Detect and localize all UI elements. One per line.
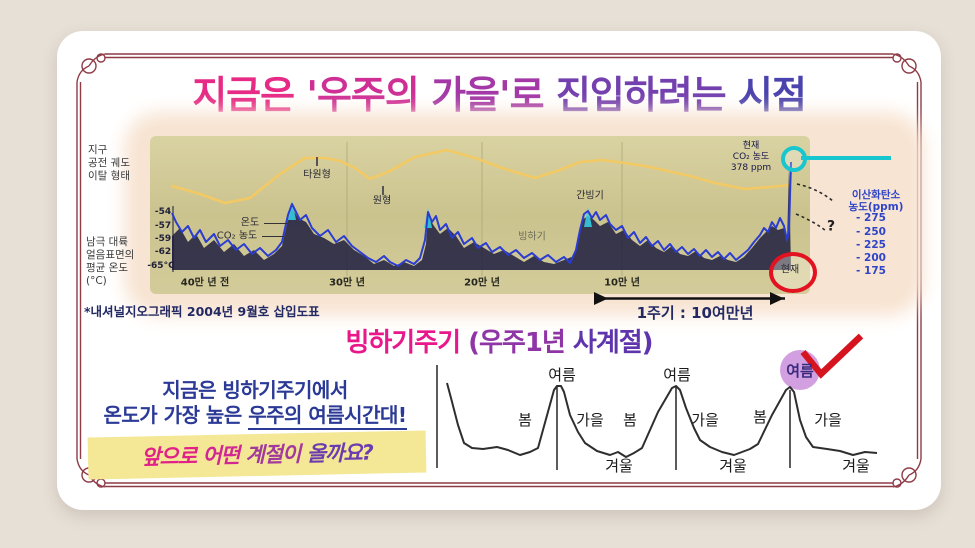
peak-highlight-cap (288, 200, 296, 220)
temp-axis-tick: -54 (154, 207, 172, 218)
current-co2-pointer-line (801, 156, 891, 160)
chart-annotation: 타원형 (303, 169, 331, 181)
season-label: 봄 (623, 410, 637, 429)
season-label: 여름 (548, 365, 576, 384)
co2-axis-tick: - 250 (856, 226, 886, 239)
peak-highlight-cap (584, 207, 592, 227)
current-co2-label: 현재 CO₂ 농도 378 ppm (730, 141, 772, 173)
annotation-leader-line (262, 235, 284, 237)
season-label: 겨울 (842, 456, 870, 475)
now-highlight-circle (769, 252, 817, 293)
season-label: 여름 (663, 365, 691, 384)
season-label: 가을 (576, 410, 604, 429)
season-cycle-line (446, 382, 878, 458)
title-word: '우주의 (294, 73, 420, 117)
message-line-2-underlined: 우주의 여름시간대! (248, 403, 407, 430)
chart-annotation: 온도 (240, 217, 260, 229)
cycle-arrow (594, 292, 785, 305)
season-label: 겨울 (719, 456, 747, 475)
title-word: 지금은 (192, 73, 295, 117)
season-label: 봄 (753, 407, 767, 426)
question-word: 계절이 (238, 442, 301, 468)
subtitle-word: 빙하기주기 (345, 328, 461, 358)
chart-annotation: 원형 (372, 195, 392, 207)
message-line-2-plain: 온도가 가장 높은 (103, 403, 249, 427)
projection-dashed-arcs (795, 183, 835, 232)
season-label: 여름 (786, 361, 814, 380)
co2-axis-tick: - 275 (856, 212, 886, 225)
season-label: 가을 (691, 410, 719, 429)
cycle-length-label: 1주기 : 10여만년 (636, 303, 754, 322)
section-subtitle: 빙하기주기 (우주1년 사계절) (57, 322, 941, 359)
title-word: 시점 (725, 73, 807, 117)
red-check-mark (800, 333, 864, 379)
title-word: 가을'로 (418, 73, 545, 117)
message-line-2: 온도가 가장 높은 우주의 여름시간대! (70, 399, 440, 430)
temperature-line (171, 161, 792, 267)
x-axis-tick: 30만 년 (329, 277, 365, 289)
co2-area-fill (172, 168, 791, 270)
x-axis-tick: 10만 년 (604, 277, 640, 289)
annotation-tick (316, 157, 318, 166)
temp-axis-tick: -62 (154, 247, 172, 258)
chart-annotation: ? (826, 218, 836, 235)
x-axis-tick: 40만 년 전 (180, 277, 230, 289)
temp-axis-tick: -57 (154, 221, 172, 232)
chart-annotation: CO₂ 농도 (216, 230, 258, 242)
annotation-leader-line (264, 222, 288, 224)
orbit-axis-label: 지구 공전 궤도 이탈 형태 (88, 144, 130, 183)
temp-axis-tick: -59 (154, 234, 172, 245)
temp-axis-tick: -65°C (147, 261, 175, 272)
message-line-1: 지금은 빙하기주기에서 (162, 378, 348, 402)
x-axis-tick: 20만 년 (464, 277, 500, 289)
subtitle-word: 사계절) (564, 328, 654, 358)
source-note: *내셔널지오그래픽 2004년 9월호 삽입도표 (84, 304, 320, 319)
subtitle-word: (우주1년 (460, 328, 566, 358)
chart-annotation: 빙하기 (518, 231, 546, 243)
season-cycle-chart (436, 333, 878, 470)
annotation-tick (382, 186, 384, 195)
question-word: 앞으로 (140, 444, 197, 470)
orbit-eccentricity-line (170, 148, 792, 205)
question-word: 어떤 (195, 443, 240, 469)
question-word: 올까요? (300, 440, 374, 467)
title-word: 진입하려는 (543, 73, 727, 117)
co2-axis-tick: - 175 (856, 265, 886, 278)
glacial-cycle-chart (150, 136, 810, 294)
season-label: 가을 (814, 410, 842, 429)
season-label: 봄 (518, 410, 532, 429)
co2-axis-label: 이산화탄소 농도(ppm) (848, 189, 904, 214)
page-title: 지금은 '우주의 가을'로 진입하려는 시점 (57, 64, 941, 119)
chart-annotation: 간빙기 (576, 190, 604, 202)
chart-annotation: 현재 (780, 264, 800, 276)
season-label: 겨울 (605, 456, 633, 475)
co2-axis-tick: - 225 (856, 239, 886, 252)
co2-axis-tick: - 200 (856, 252, 886, 265)
handwritten-question: 앞으로 어떤 계절이 올까요? (87, 430, 427, 480)
temperature-axis-label: 남극 대륙 얼음표면의 평균 온도 (°C) (86, 236, 135, 288)
